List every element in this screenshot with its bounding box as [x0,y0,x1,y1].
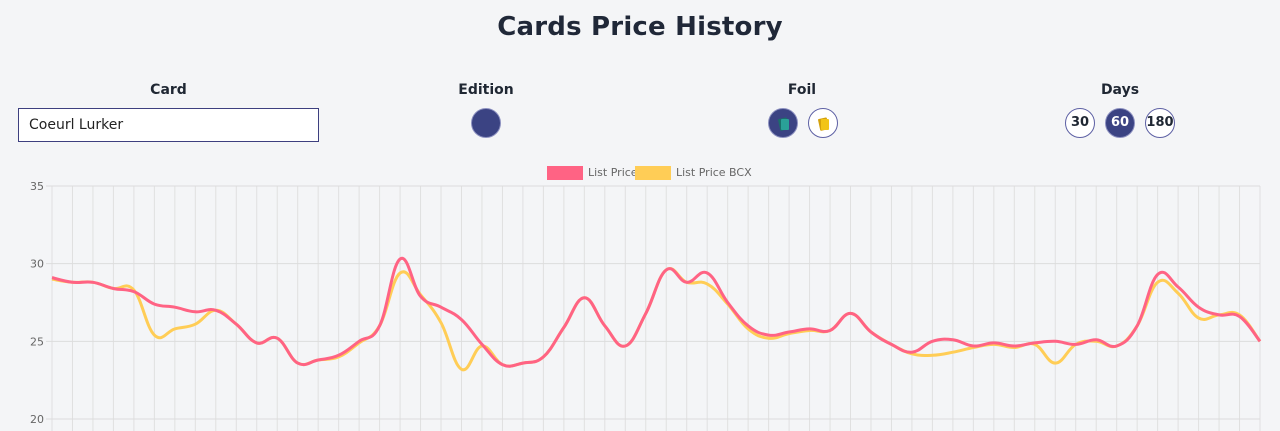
series-line-list-price[interactable] [51,257,1262,368]
regular-foil-icon [778,117,789,131]
y-tick-label: 35 [30,180,44,193]
y-tick-label: 25 [30,335,44,348]
page-title: Cards Price History [497,12,783,42]
card-label: Card [150,82,187,98]
regular-foil-button[interactable] [768,108,798,138]
edition-option-button[interactable] [471,108,501,138]
legend-swatch-list-price[interactable] [547,166,583,180]
gold-foil-button[interactable] [808,108,838,138]
card-search-input[interactable] [18,108,319,142]
days-60-button[interactable]: 60 [1105,108,1135,138]
days-180-button[interactable]: 180 [1145,108,1175,138]
series-line-list-price-bcx[interactable] [51,267,1262,372]
gold-foil-icon [818,117,829,131]
legend-swatch-list-price-bcx[interactable] [635,166,671,180]
days-label: Days [1100,82,1140,98]
days-30-button[interactable]: 30 [1065,108,1095,138]
y-tick-label: 20 [30,413,44,426]
y-tick-label: 30 [30,258,44,271]
edition-label: Edition [458,82,514,98]
foil-label: Foil [787,82,817,98]
legend-label-list-price-bcx[interactable]: List Price BCX [676,166,752,179]
legend-label-list-price[interactable]: List Price [588,166,638,179]
